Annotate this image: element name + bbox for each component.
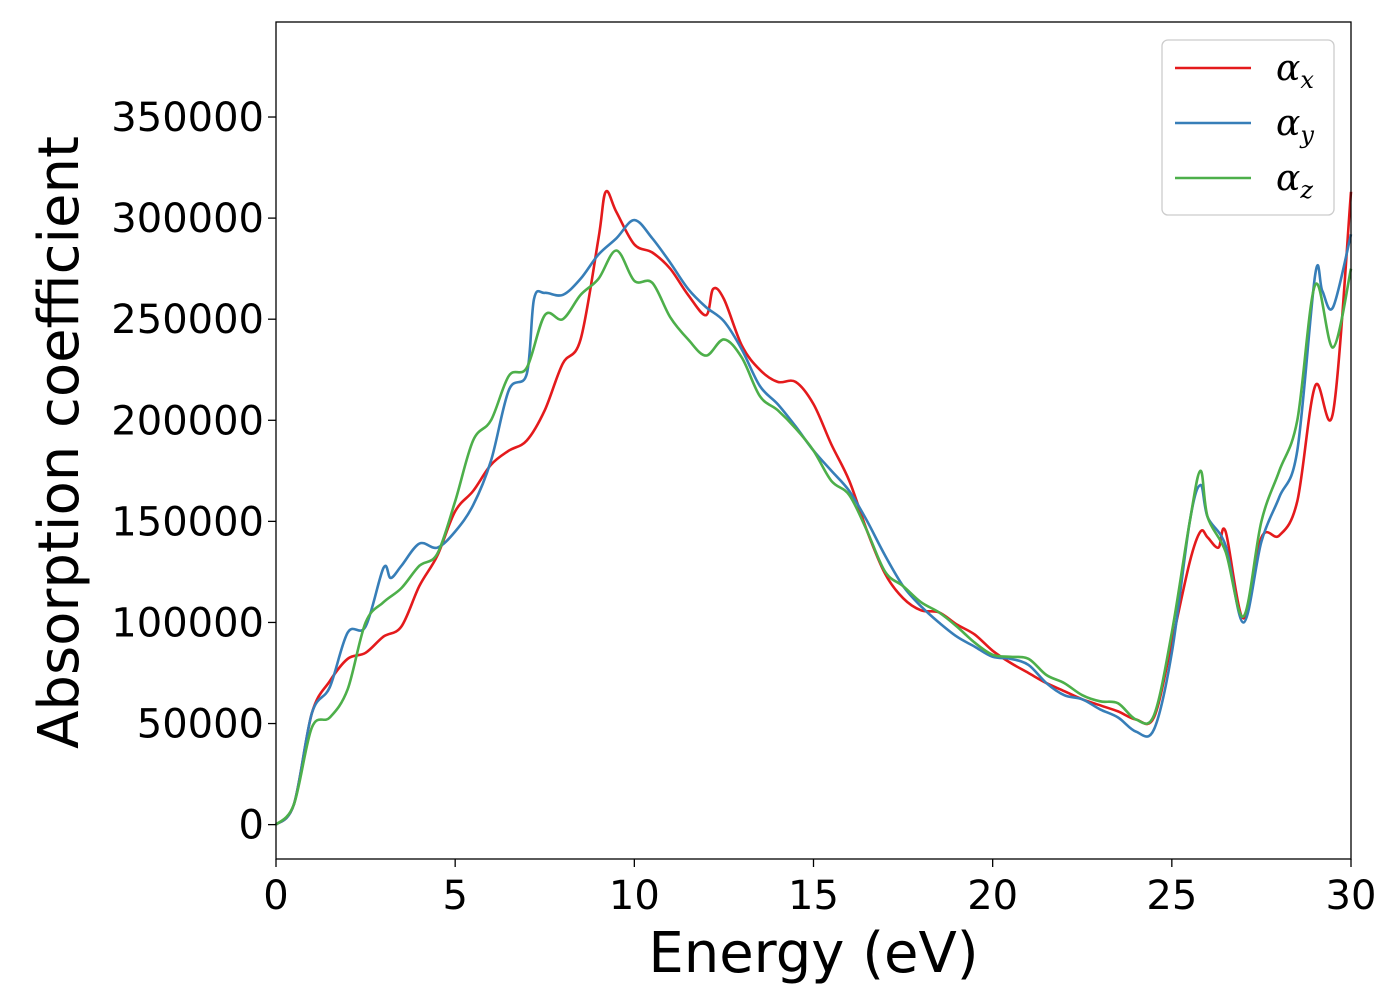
- series-line-alpha-y: [275, 218, 1353, 826]
- series-line-alpha-x: [275, 189, 1353, 826]
- x-axis-ticks: 0 5 10 15 20 25 30: [263, 859, 1376, 919]
- x-tick-label: 20: [967, 873, 1018, 919]
- y-tick-label: 0: [239, 803, 264, 849]
- x-tick-label: 15: [788, 873, 839, 919]
- plot-frame: [275, 21, 1352, 860]
- x-axis-title: Energy (eV): [648, 921, 978, 986]
- y-tick-label: 200000: [111, 398, 264, 444]
- y-axis-title: Absorption coefficient: [27, 136, 92, 749]
- x-tick-label: 10: [609, 873, 660, 919]
- x-tick-label: 0: [263, 873, 288, 919]
- x-tick-label: 30: [1326, 873, 1377, 919]
- y-tick-label: 100000: [111, 600, 264, 646]
- x-tick-label: 25: [1146, 873, 1197, 919]
- y-axis-ticks: 0 50000 100000 150000 200000 250000 300000 3500…: [111, 95, 276, 849]
- series-line-alpha-z: [275, 249, 1353, 826]
- y-tick-label: 250000: [111, 297, 264, 343]
- legend-box: [1161, 39, 1335, 216]
- y-tick-label: 50000: [137, 702, 264, 748]
- legend-item-alpha-y: αy: [1175, 103, 1314, 149]
- series-lines: [275, 189, 1353, 826]
- y-tick-label: 300000: [111, 196, 264, 242]
- y-tick-label: 150000: [111, 499, 264, 545]
- y-tick-label: 350000: [111, 95, 264, 141]
- x-tick-label: 5: [442, 873, 467, 919]
